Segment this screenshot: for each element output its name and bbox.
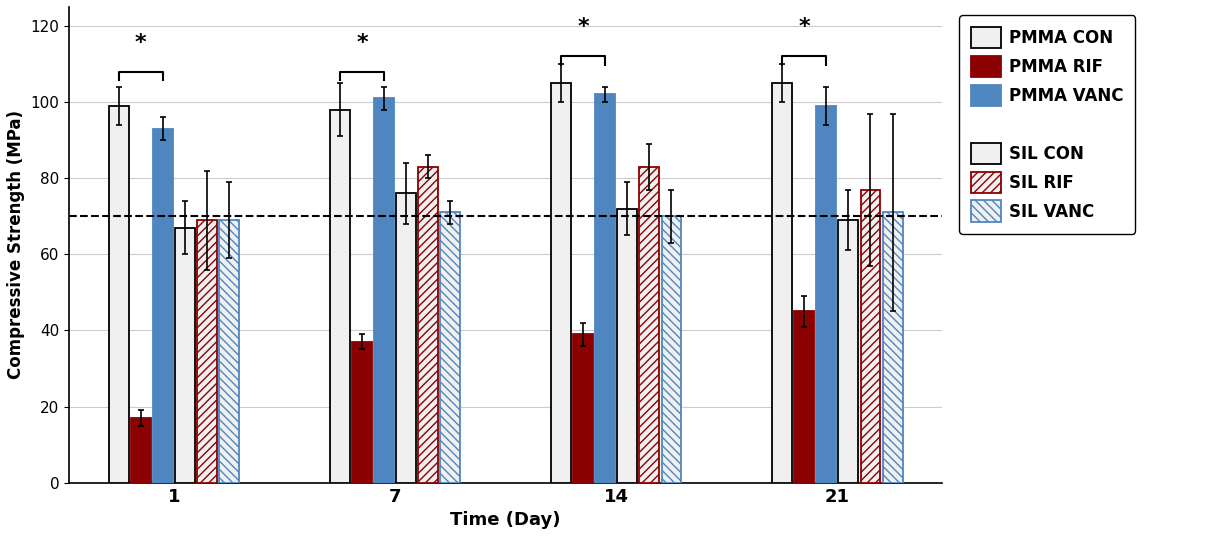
Bar (639, 167, 660, 482)
Bar (617, 209, 638, 482)
Bar (573, 334, 593, 482)
X-axis label: Time (Day): Time (Day) (451, 511, 561, 529)
Bar (418, 167, 439, 482)
Bar (772, 83, 792, 482)
Bar (838, 220, 859, 482)
Bar (220, 220, 239, 482)
Bar (153, 129, 173, 482)
Bar (130, 418, 151, 482)
Bar (175, 228, 194, 482)
Y-axis label: Compressive Strength (MPa): Compressive Strength (MPa) (7, 110, 25, 379)
Bar (817, 106, 836, 482)
Bar (374, 98, 394, 482)
Text: *: * (798, 17, 811, 38)
Bar (109, 106, 129, 482)
Bar (883, 212, 902, 482)
Bar (794, 311, 814, 482)
Bar (860, 190, 881, 482)
Bar (662, 216, 681, 482)
Bar (330, 110, 350, 482)
Legend: PMMA CON, PMMA RIF, PMMA VANC, , SIL CON, SIL RIF, SIL VANC: PMMA CON, PMMA RIF, PMMA VANC, , SIL CON… (959, 16, 1136, 234)
Bar (551, 83, 571, 482)
Text: *: * (577, 17, 588, 38)
Bar (197, 220, 217, 482)
Text: *: * (356, 33, 367, 53)
Text: *: * (135, 33, 146, 53)
Bar (352, 342, 372, 482)
Bar (441, 212, 460, 482)
Bar (596, 94, 615, 482)
Bar (396, 193, 416, 482)
